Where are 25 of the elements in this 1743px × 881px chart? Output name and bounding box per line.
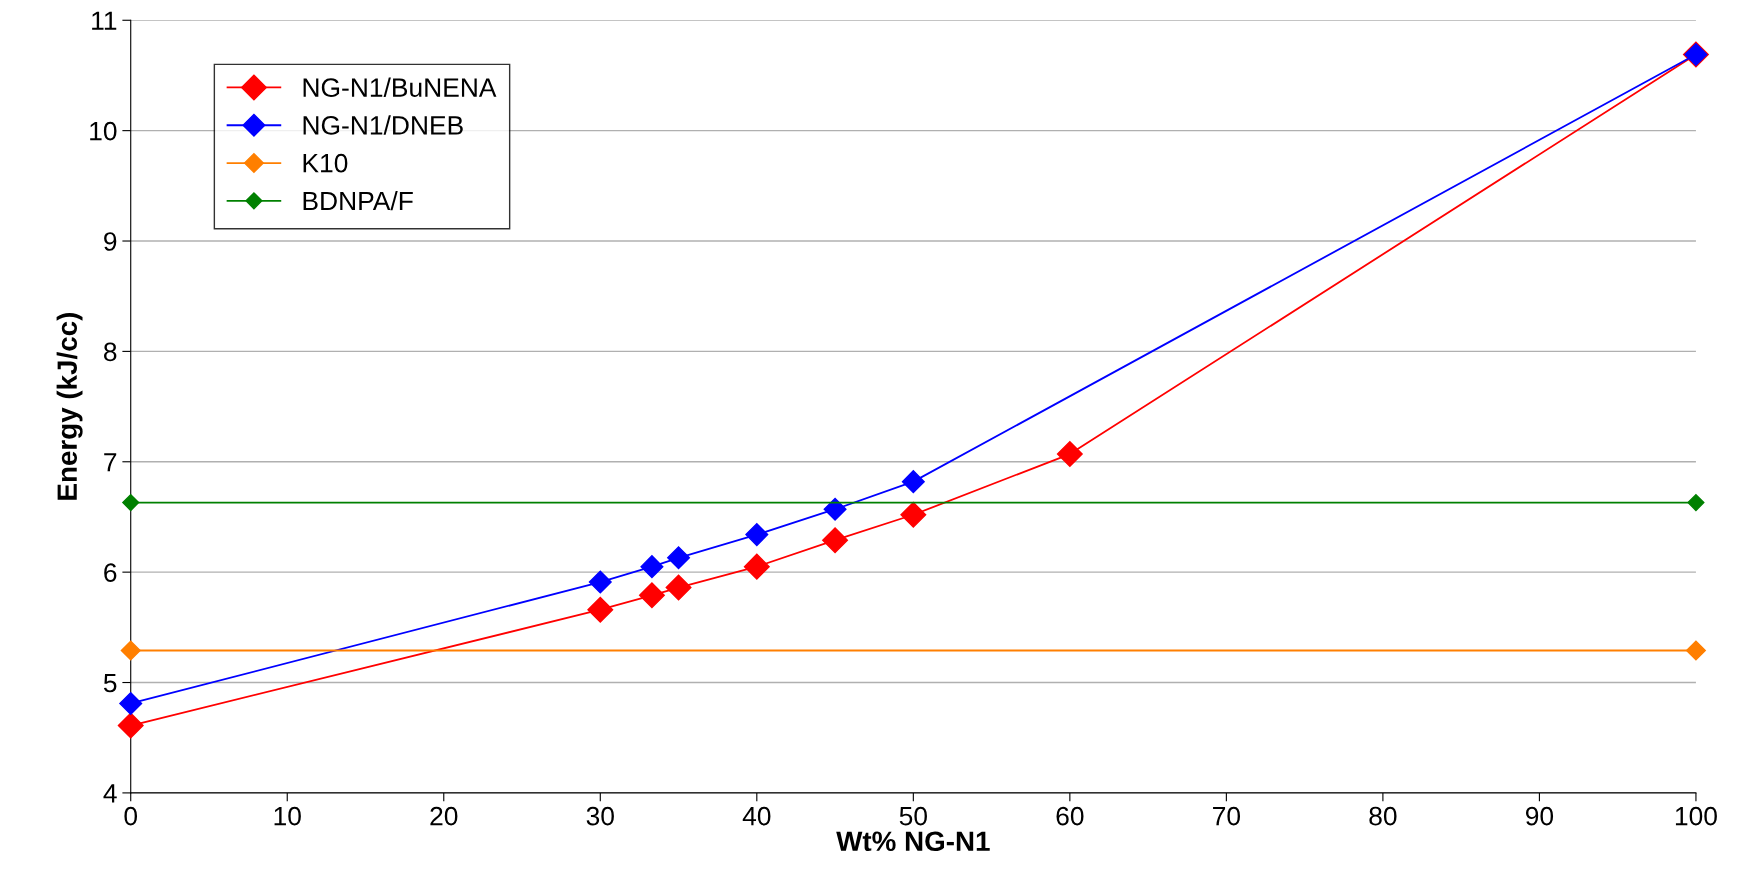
legend-label: K10: [303, 153, 348, 173]
y-axis-title: Energy (kJ/cc): [56, 313, 83, 500]
x-tick-label: 0: [124, 806, 138, 826]
y-tick-label: 4: [103, 784, 117, 803]
y-tick-label: 9: [104, 232, 117, 251]
legend-label: NG-N1/DNEB: [303, 115, 463, 135]
x-tick-label: 10: [274, 806, 301, 826]
y-tick-label: 11: [92, 11, 117, 30]
x-tick-label: 30: [586, 806, 614, 826]
legend-label: NG-N1/BuNENA: [303, 77, 497, 97]
y-tick-label: 8: [104, 342, 117, 362]
x-tick-label: 50: [899, 806, 927, 826]
legend-label: BDNPA/F: [303, 190, 413, 211]
x-tick-label: 60: [1056, 806, 1084, 826]
x-tick-label: 40: [742, 806, 771, 826]
x-axis-title: Wt% NG-N1: [836, 831, 990, 852]
y-tick-label: 10: [90, 121, 117, 141]
y-tick-label: 7: [104, 453, 117, 472]
y-tick-label: 5: [103, 673, 117, 693]
x-tick-label: 20: [430, 806, 458, 826]
x-tick-label: 70: [1213, 806, 1241, 826]
y-tick-label: 6: [104, 563, 117, 582]
x-tick-label: 100: [1675, 806, 1717, 826]
x-tick-label: 80: [1369, 806, 1397, 826]
x-tick-label: 90: [1525, 806, 1554, 826]
